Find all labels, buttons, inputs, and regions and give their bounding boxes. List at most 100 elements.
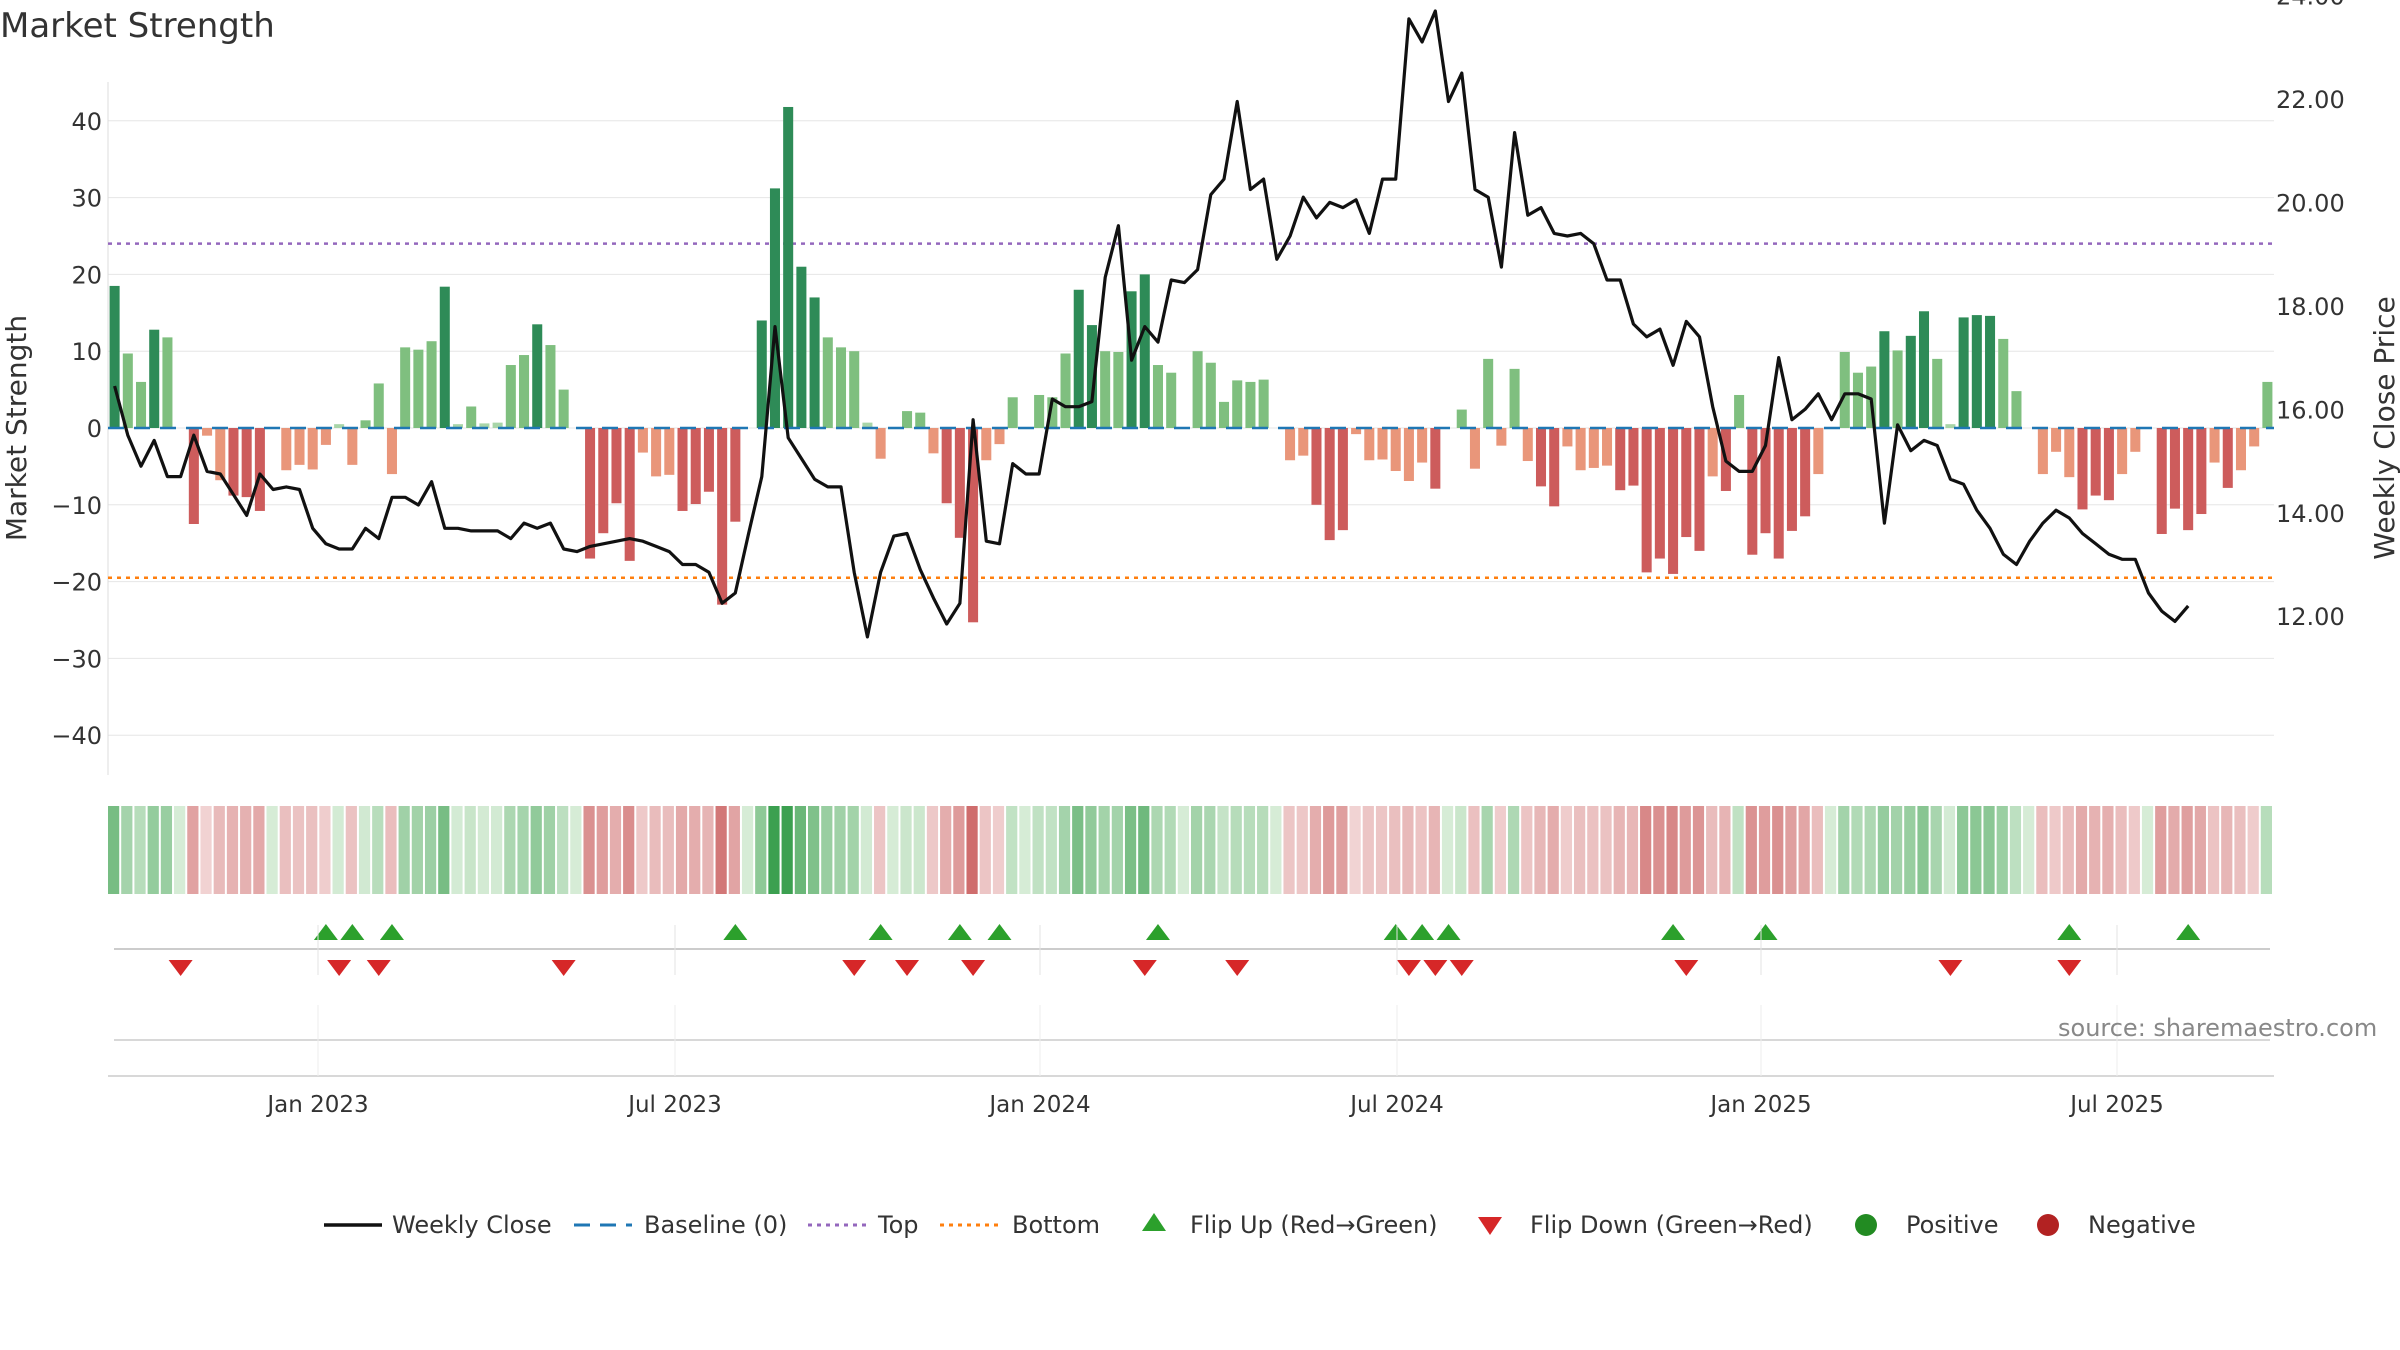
strength-bar — [690, 428, 701, 505]
strength-bar — [1139, 274, 1150, 428]
heat-cell — [689, 806, 701, 894]
heat-cell — [1600, 806, 1612, 894]
heat-cell — [1824, 806, 1837, 894]
heat-cell — [1785, 806, 1797, 894]
heat-cell — [1362, 806, 1374, 894]
strength-bar — [1535, 428, 1547, 487]
heat-cell — [187, 806, 199, 894]
strength-bar — [2117, 428, 2128, 475]
heat-cell — [411, 806, 423, 894]
strength-bar — [1192, 351, 1203, 428]
heat-cell — [1864, 806, 1876, 894]
strength-bar — [2103, 428, 2114, 501]
strength-bar — [1403, 428, 1414, 481]
strength-bar — [928, 428, 939, 454]
strength-bar — [598, 428, 609, 534]
strength-bar — [1602, 428, 1613, 466]
heat-cell — [358, 806, 371, 894]
positive-dot-icon — [1855, 1214, 1877, 1236]
flip-down-marker — [1132, 960, 1157, 976]
strength-bar — [611, 428, 622, 504]
heat-cell — [2168, 806, 2180, 894]
heat-cell — [1613, 806, 1625, 894]
heat-cell — [2023, 806, 2035, 894]
strength-bar — [1034, 394, 1045, 428]
strength-bar — [1456, 409, 1467, 428]
heat-cell — [1428, 806, 1440, 894]
heat-cell — [530, 806, 542, 894]
strength-bar — [2222, 428, 2233, 488]
heat-cell — [1085, 806, 1097, 894]
y-tick-right: 18.00 — [2276, 293, 2345, 321]
heat-cell — [464, 806, 476, 894]
heat-cell — [728, 806, 740, 894]
flip-up-marker — [340, 924, 365, 940]
strength-bar — [1469, 428, 1480, 469]
strength-bar — [1311, 428, 1322, 505]
heat-cell — [1296, 806, 1308, 894]
strength-bar — [1430, 428, 1441, 489]
heat-cell — [1402, 806, 1414, 894]
strength-bar — [1245, 381, 1256, 428]
heat-cell — [1970, 806, 1982, 894]
strength-bar — [2051, 428, 2062, 452]
y-tick-left: 20 — [71, 261, 102, 289]
heat-cell — [1283, 806, 1295, 894]
y-tick-right: 20.00 — [2276, 189, 2345, 217]
flip-up-marker — [1753, 924, 1778, 940]
heat-cell — [1890, 806, 1903, 894]
strength-bar — [1641, 428, 1652, 573]
heat-cell — [1640, 806, 1652, 894]
y-tick-right: 12.00 — [2276, 603, 2345, 631]
strength-bar — [585, 428, 596, 559]
baseline-swatch — [574, 1223, 632, 1227]
heat-cell — [372, 806, 384, 894]
negative-dot-icon — [2037, 1214, 2059, 1236]
strength-bar — [1496, 428, 1507, 446]
strength-bar — [717, 428, 728, 605]
y-tick-left: 30 — [71, 185, 102, 213]
strength-bar — [624, 428, 635, 561]
strength-bar — [1892, 350, 1903, 428]
strength-bar — [1773, 428, 1784, 559]
strength-bar — [1205, 362, 1216, 428]
strength-bar — [1152, 365, 1164, 428]
heat-cell — [1838, 806, 1850, 894]
strength-bar — [1351, 428, 1362, 435]
strength-bar — [1918, 311, 1930, 428]
strength-bar — [835, 347, 847, 428]
heat-cell — [715, 806, 727, 894]
heat-cell — [134, 806, 146, 894]
heat-cell — [1798, 806, 1810, 894]
heat-cell — [1243, 806, 1256, 894]
heat-cell — [1389, 806, 1401, 894]
heat-cell — [1058, 806, 1071, 894]
flip-up-marker — [1383, 924, 1408, 940]
heat-cell — [424, 806, 437, 894]
heat-cell — [2155, 806, 2167, 894]
strength-bar — [1047, 397, 1058, 428]
strength-bar — [215, 428, 226, 481]
heat-cell — [1257, 806, 1269, 894]
heat-cell — [1481, 806, 1493, 894]
strength-bar — [188, 428, 199, 524]
heat-cell — [2062, 806, 2074, 894]
heat-cell — [345, 806, 357, 894]
legend-label: Positive — [1906, 1211, 1999, 1239]
flip-markers — [114, 924, 2270, 976]
heat-cell — [2234, 806, 2246, 894]
strength-bar — [1839, 351, 1850, 428]
heat-cell — [2260, 806, 2272, 894]
heat-cell — [1349, 806, 1361, 894]
strength-bar — [307, 428, 318, 470]
heat-cell — [1983, 806, 1995, 894]
strength-bar — [968, 428, 979, 623]
strength-bar — [875, 428, 886, 459]
strength-bar — [373, 383, 384, 428]
legend-label: Weekly Close — [392, 1211, 552, 1239]
heat-cell — [1072, 806, 1084, 894]
heat-cell — [887, 806, 899, 894]
heat-cell — [1877, 806, 1889, 894]
strength-bars — [108, 106, 2274, 623]
